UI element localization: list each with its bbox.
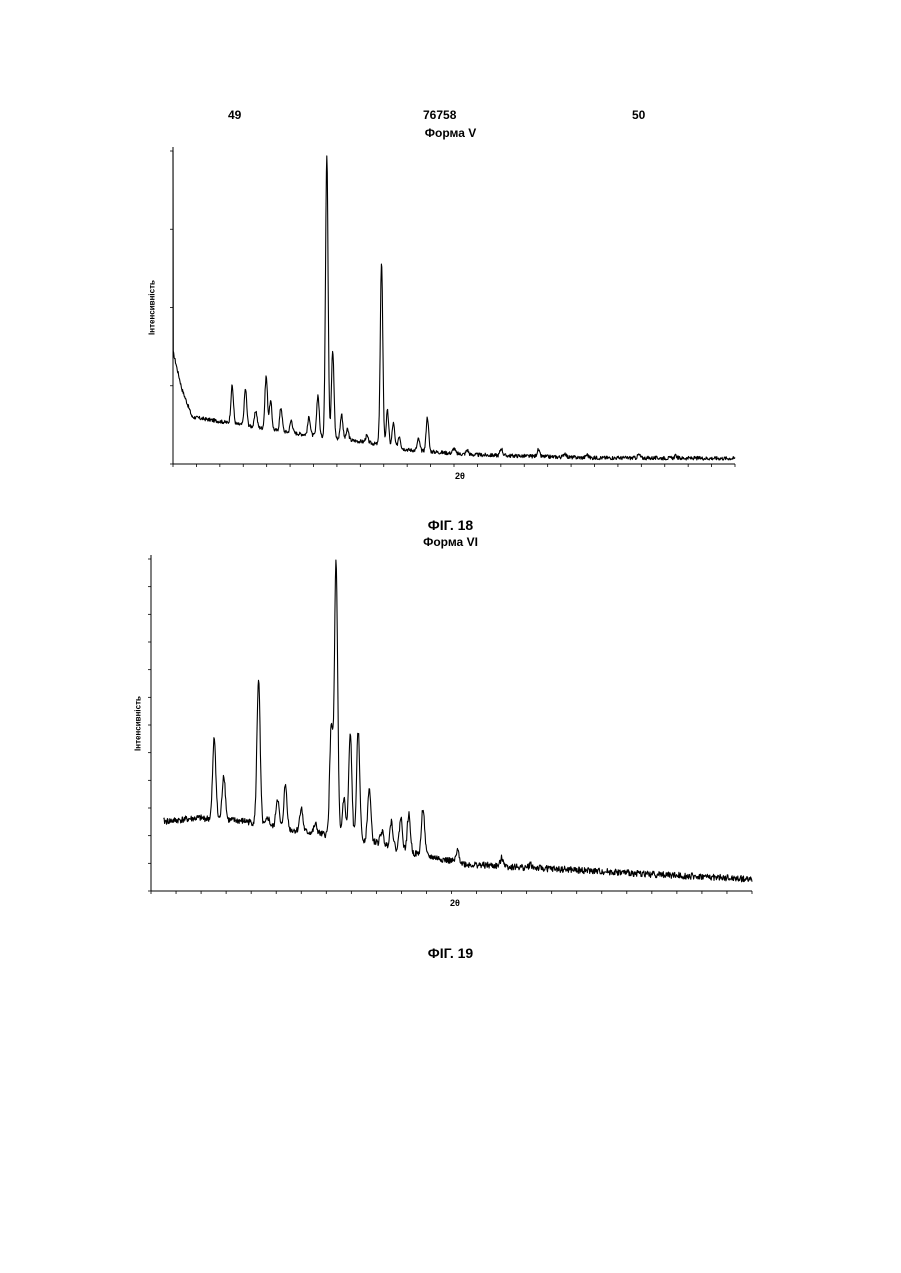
peak-point-13 [357,731,359,733]
peak-point-19 [422,807,424,809]
chart-2-caption: ФІГ. 19 [0,945,901,961]
chart-2-xlabel: 2θ [450,898,460,908]
diffraction-trace [164,560,752,882]
peak-point-5 [277,797,279,799]
peak-point-3 [258,678,260,680]
chart-2-ylabel: Інтенсивність [134,694,143,754]
